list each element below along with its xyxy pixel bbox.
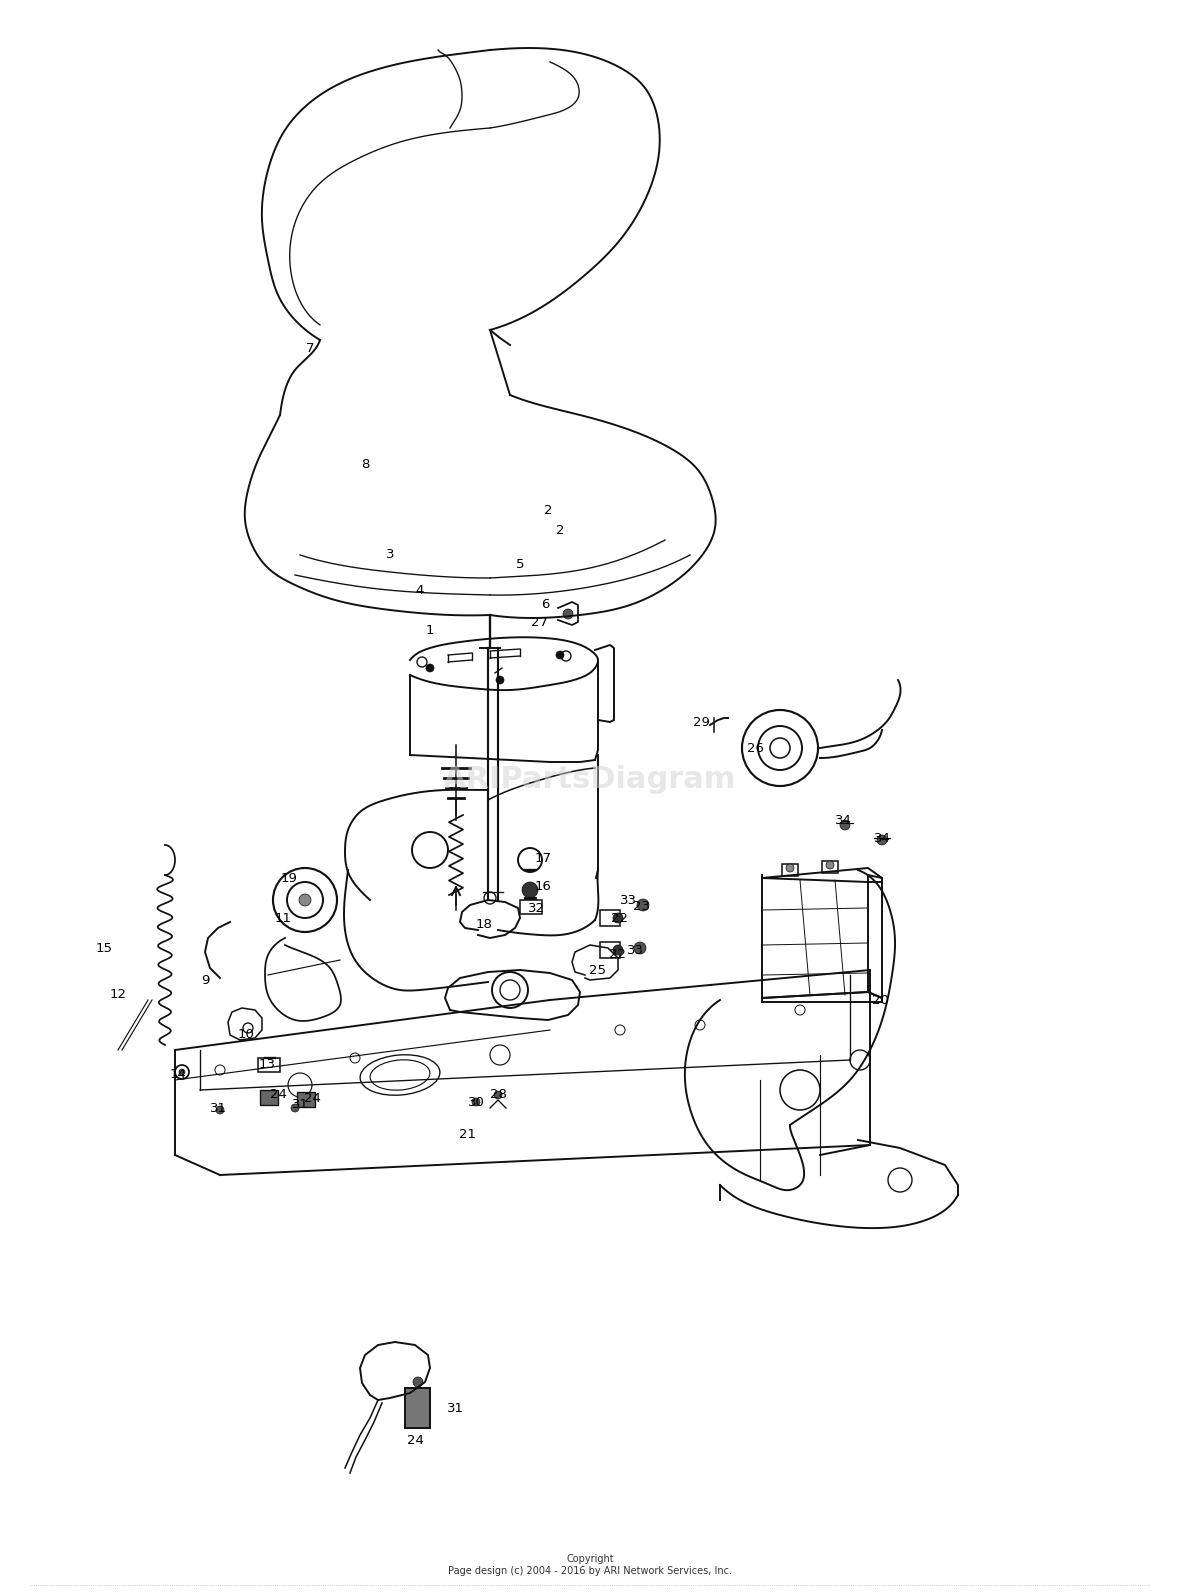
Circle shape bbox=[612, 945, 623, 954]
Text: 23: 23 bbox=[632, 900, 649, 913]
Circle shape bbox=[216, 1106, 224, 1114]
Circle shape bbox=[291, 1104, 299, 1112]
Bar bbox=[260, 1090, 278, 1106]
Text: 2: 2 bbox=[556, 524, 564, 537]
Text: 17: 17 bbox=[535, 852, 551, 865]
Bar bbox=[258, 1058, 280, 1072]
Text: 12: 12 bbox=[110, 989, 126, 1002]
Text: 34: 34 bbox=[834, 814, 852, 827]
Text: 18: 18 bbox=[476, 919, 492, 932]
Circle shape bbox=[612, 913, 623, 922]
Text: 9: 9 bbox=[201, 973, 209, 986]
Circle shape bbox=[494, 1091, 501, 1099]
Text: 24: 24 bbox=[407, 1434, 424, 1446]
Circle shape bbox=[179, 1069, 185, 1075]
Text: 21: 21 bbox=[459, 1128, 477, 1142]
Text: 27: 27 bbox=[531, 615, 548, 629]
Text: 7: 7 bbox=[306, 341, 314, 355]
Bar bbox=[520, 900, 542, 914]
Text: 31: 31 bbox=[446, 1402, 464, 1415]
Text: 1: 1 bbox=[426, 623, 434, 637]
Text: 10: 10 bbox=[237, 1029, 255, 1042]
Circle shape bbox=[426, 664, 434, 672]
Text: 31: 31 bbox=[210, 1101, 227, 1115]
Circle shape bbox=[563, 609, 573, 620]
Bar bbox=[822, 860, 838, 873]
Circle shape bbox=[786, 863, 794, 871]
Bar bbox=[405, 1388, 430, 1427]
Text: 32: 32 bbox=[527, 902, 544, 914]
Text: 24: 24 bbox=[269, 1088, 287, 1101]
Text: 15: 15 bbox=[96, 941, 112, 954]
Text: ARIPartsDiagram: ARIPartsDiagram bbox=[444, 766, 736, 795]
Text: 5: 5 bbox=[516, 559, 524, 572]
Text: 16: 16 bbox=[535, 879, 551, 892]
Circle shape bbox=[522, 883, 538, 898]
Circle shape bbox=[496, 675, 504, 683]
Circle shape bbox=[413, 1376, 422, 1388]
Bar bbox=[297, 1091, 315, 1107]
Bar bbox=[782, 863, 798, 876]
Text: 24: 24 bbox=[303, 1091, 321, 1104]
Text: 4: 4 bbox=[415, 583, 424, 596]
Circle shape bbox=[472, 1098, 480, 1106]
Text: 2: 2 bbox=[544, 503, 552, 516]
Circle shape bbox=[299, 894, 312, 906]
Circle shape bbox=[556, 652, 564, 660]
Text: 25: 25 bbox=[590, 964, 607, 977]
Text: 11: 11 bbox=[275, 911, 291, 924]
Text: 34: 34 bbox=[873, 832, 891, 844]
Text: 31: 31 bbox=[291, 1099, 308, 1112]
Text: 28: 28 bbox=[490, 1088, 506, 1101]
Text: 22: 22 bbox=[611, 911, 629, 924]
Circle shape bbox=[634, 941, 645, 954]
Text: 3: 3 bbox=[386, 548, 394, 561]
Bar bbox=[599, 910, 620, 926]
Text: 30: 30 bbox=[467, 1096, 485, 1109]
Circle shape bbox=[877, 835, 887, 844]
Text: 20: 20 bbox=[872, 994, 889, 1007]
Circle shape bbox=[637, 898, 649, 911]
Text: 14: 14 bbox=[170, 1069, 186, 1082]
Text: 6: 6 bbox=[540, 599, 549, 612]
Circle shape bbox=[840, 820, 850, 830]
Text: 19: 19 bbox=[281, 871, 297, 884]
Text: 22: 22 bbox=[610, 948, 627, 962]
Text: 33: 33 bbox=[620, 894, 636, 906]
Text: 13: 13 bbox=[258, 1058, 275, 1072]
Text: 29: 29 bbox=[693, 715, 709, 728]
Text: 26: 26 bbox=[747, 741, 763, 755]
Bar bbox=[599, 941, 620, 957]
Text: 33: 33 bbox=[627, 943, 643, 956]
Text: Copyright
Page design (c) 2004 - 2016 by ARI Network Services, Inc.: Copyright Page design (c) 2004 - 2016 by… bbox=[448, 1555, 732, 1575]
Text: 8: 8 bbox=[361, 459, 369, 472]
Circle shape bbox=[826, 860, 834, 870]
